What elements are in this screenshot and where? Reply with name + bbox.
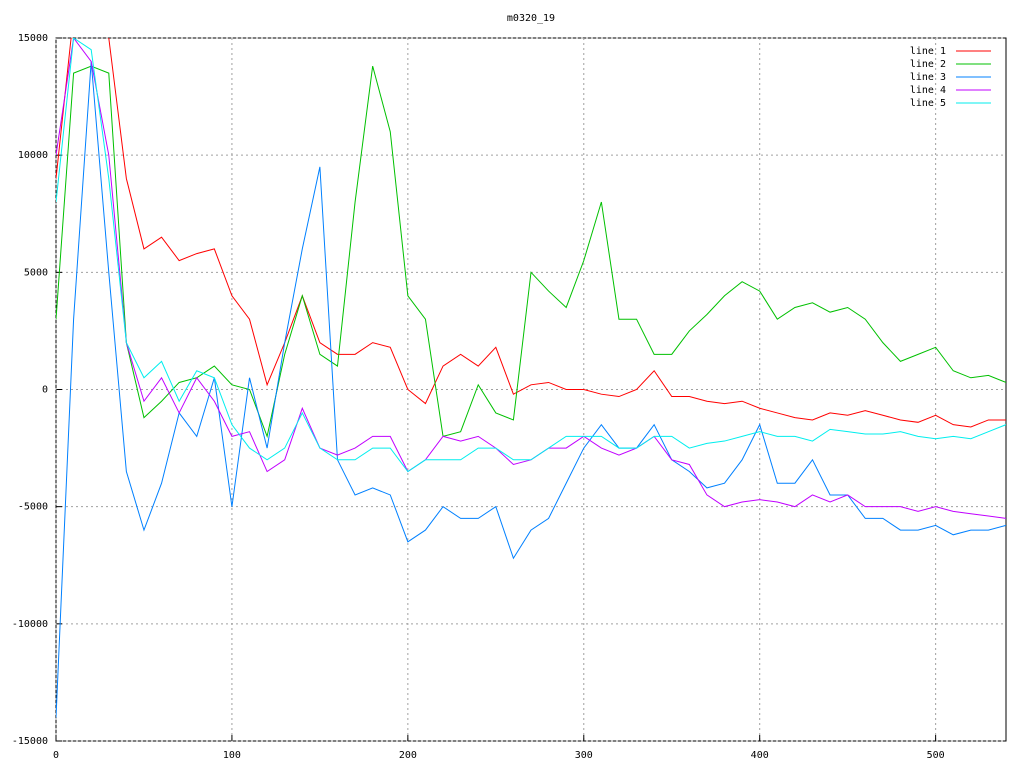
legend-label: line 4	[910, 85, 946, 96]
chart-title: m0320_19	[507, 13, 555, 24]
y-tick-label: -10000	[12, 619, 48, 630]
legend-label: line 2	[910, 59, 946, 70]
y-tick-label: 0	[42, 385, 48, 396]
y-tick-label: 15000	[18, 33, 48, 44]
plot-lines	[56, 38, 1006, 718]
series-line	[56, 38, 1006, 428]
y-tick-label: -15000	[12, 736, 48, 747]
y-tick-label: -5000	[18, 502, 48, 513]
x-tick-label: 100	[223, 750, 241, 761]
series-line	[56, 38, 1006, 519]
series-line	[56, 65, 1006, 439]
x-tick-label: 400	[751, 750, 769, 761]
x-tick-label: 500	[927, 750, 945, 761]
x-tick-label: 200	[399, 750, 417, 761]
series-line	[56, 38, 1006, 473]
y-tick-label: 10000	[18, 150, 48, 161]
x-tick-label: 0	[53, 750, 59, 761]
y-tick-label: 5000	[24, 267, 48, 278]
legend-label: line 5	[910, 98, 946, 109]
x-tick-label: 300	[575, 750, 593, 761]
legend-label: line 3	[910, 72, 946, 83]
legend-label: line 1	[910, 46, 946, 57]
